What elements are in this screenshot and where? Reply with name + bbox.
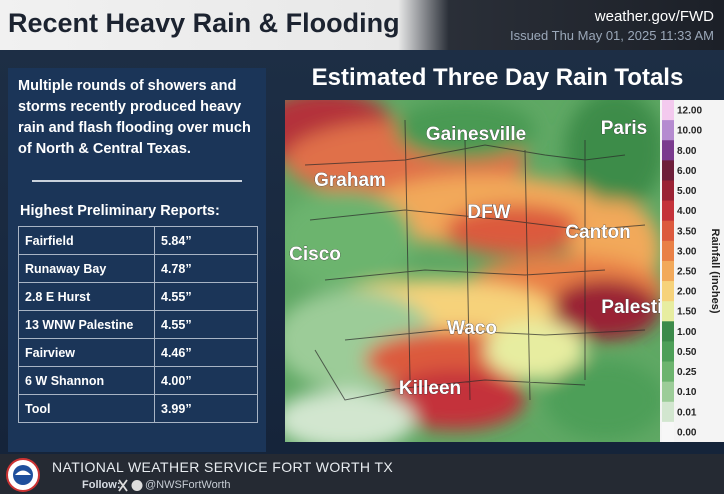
legend-swatch (662, 321, 674, 342)
legend-label: 0.50 (677, 347, 697, 358)
nws-logo (6, 458, 40, 492)
report-location: Tool (18, 394, 155, 423)
city-label: Canton (565, 222, 630, 243)
city-label: Palestine (601, 297, 660, 318)
legend-swatch (662, 341, 674, 363)
legend-label: 12.00 (677, 106, 702, 117)
report-amount: 4.78” (154, 254, 258, 283)
legend-label: 0.00 (677, 427, 697, 438)
legend-swatch (662, 301, 674, 322)
city-label: Gainesville (426, 124, 526, 145)
county-lines (304, 119, 646, 401)
legend-label: 10.00 (677, 126, 702, 137)
legend-swatch (662, 100, 674, 121)
legend-swatch (662, 120, 674, 141)
legend-label: 0.01 (677, 407, 697, 418)
reports-title: Highest Preliminary Reports: (20, 203, 220, 219)
report-amount: 5.84” (154, 226, 258, 255)
legend-swatch (662, 421, 674, 442)
legend-swatch (662, 361, 674, 383)
legend-swatch (662, 281, 674, 302)
report-location: 6 W Shannon (18, 366, 155, 395)
city-label: Waco (447, 318, 497, 339)
legend-swatch (662, 220, 674, 242)
social-icons[interactable] (118, 479, 144, 492)
legend-swatch (662, 140, 674, 161)
legend-label: 5.00 (677, 186, 697, 197)
rain-field (285, 100, 660, 442)
report-amount: 4.55” (154, 310, 258, 339)
legend-swatch (662, 200, 674, 222)
report-row: 2.8 E Hurst 4.55” (18, 282, 258, 311)
legend-label: 6.00 (677, 166, 697, 177)
report-amount: 4.55” (154, 282, 258, 311)
legend-label: 1.50 (677, 307, 697, 318)
office-name: NATIONAL WEATHER SERVICE FORT WORTH TX (52, 459, 394, 475)
legend-label: 0.10 (677, 387, 697, 398)
separator (32, 180, 242, 182)
legend-swatch (662, 381, 674, 403)
legend-swatch (662, 401, 674, 423)
report-row: Fairview 4.46” (18, 338, 258, 367)
legend-label: 8.00 (677, 146, 697, 157)
reports-table: Fairfield 5.84” Runaway Bay 4.78” 2.8 E Hurs… (18, 226, 258, 423)
report-amount: 3.99” (154, 394, 258, 423)
header (0, 0, 724, 50)
report-location: 2.8 E Hurst (18, 282, 155, 311)
legend-label: 2.50 (677, 267, 697, 278)
legend-swatch (662, 260, 674, 282)
legend-label: 1.00 (677, 327, 697, 338)
legend: Rainfall (inches) 12.00 10.00 8.00 6.00 5.00… (660, 100, 724, 442)
report-location: Fairfield (18, 226, 155, 255)
legend-label: 2.00 (677, 287, 697, 298)
rain-map: Gainesville Paris Graham DFW Canton Cisc… (285, 100, 660, 442)
report-amount: 4.46” (154, 338, 258, 367)
report-location: 13 WNW Palestine (18, 310, 155, 339)
follow-label: Follow: (82, 479, 121, 491)
city-label: Killeen (399, 378, 461, 399)
city-label: Graham (314, 170, 386, 191)
report-amount: 4.00” (154, 366, 258, 395)
social-handle[interactable]: @NWSFortWorth (145, 479, 231, 491)
legend-swatch (662, 160, 674, 181)
legend-label: 3.50 (677, 226, 697, 237)
issued-time: Issued Thu May 01, 2025 11:33 AM (509, 28, 714, 43)
report-row: 13 WNW Palestine 4.55” (18, 310, 258, 339)
report-row: Tool 3.99” (18, 394, 258, 423)
city-label: Paris (601, 118, 647, 139)
map-title: Estimated Three Day Rain Totals (311, 64, 684, 91)
site-url[interactable]: weather.gov/FWD (594, 8, 714, 25)
report-row: Fairfield 5.84” (18, 226, 258, 255)
legend-swatch (662, 240, 674, 262)
legend-swatch (662, 180, 674, 202)
legend-label: 4.00 (677, 206, 697, 217)
report-row: Runaway Bay 4.78” (18, 254, 258, 283)
report-location: Runaway Bay (18, 254, 155, 283)
report-location: Fairview (18, 338, 155, 367)
city-label: DFW (467, 202, 510, 223)
legend-label: 0.25 (677, 367, 697, 378)
summary-text: Multiple rounds of showers and storms re… (18, 78, 251, 157)
report-row: 6 W Shannon 4.00” (18, 366, 258, 395)
legend-title: Rainfall (inches) (709, 229, 721, 314)
legend-label: 3.00 (677, 246, 697, 257)
city-label: Cisco (289, 244, 341, 265)
title: Recent Heavy Rain & Flooding (8, 8, 400, 38)
